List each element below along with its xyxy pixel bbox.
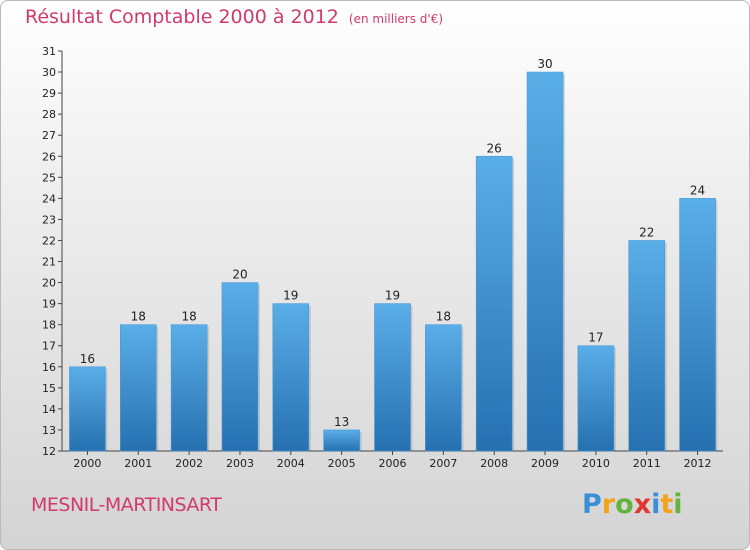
bar-2005	[323, 429, 360, 452]
logo-letter: x	[633, 489, 652, 520]
bars-group: 16 18 18 20 19 13 19 18 26 30 17 22 24	[69, 57, 718, 452]
x-tick-label: 2003	[226, 457, 254, 470]
x-tick-label: 2005	[328, 457, 356, 470]
x-tick-label: 2008	[480, 457, 508, 470]
logo-letter: o	[615, 489, 634, 520]
bar-2011	[628, 240, 666, 452]
bar-2001	[119, 324, 157, 452]
bar-value-label: 18	[131, 310, 146, 324]
logo-letter: i	[651, 489, 661, 520]
bar-value-label: 13	[334, 415, 349, 429]
y-tick-label: 27	[42, 129, 56, 142]
y-tick-label: 18	[42, 319, 56, 332]
y-tick-label: 30	[42, 66, 56, 79]
x-axis: 2000 2001 2002 2003 2004 2005 2006 2007 2008 2009…	[73, 451, 712, 470]
bar-2000	[69, 366, 106, 452]
y-tick-label: 26	[42, 150, 56, 163]
title-text: Résultat Comptable 2000 à 2012	[25, 6, 339, 28]
bar-value-label: 26	[487, 141, 502, 155]
commune-name: MESNIL-MARTINSART	[31, 494, 222, 516]
bar-value-label: 17	[588, 331, 603, 345]
chart-subtitle: (en milliers d'€)	[348, 12, 444, 26]
x-tick-label: 2004	[277, 457, 305, 470]
bar-value-label: 18	[181, 310, 196, 324]
y-tick-label: 21	[42, 256, 56, 269]
y-tick-label: 13	[42, 424, 56, 437]
bar-value-label: 20	[232, 268, 247, 282]
x-tick-label: 2007	[429, 457, 457, 470]
y-tick-label: 29	[42, 87, 56, 100]
y-tick-label: 19	[42, 298, 56, 311]
chart-title: Résultat Comptable 2000 à 2012 (en millie…	[25, 6, 443, 28]
y-tick-label: 28	[42, 108, 56, 121]
bar-2004	[272, 303, 310, 452]
bar-value-label: 19	[283, 289, 298, 303]
x-tick-label: 2009	[531, 457, 559, 470]
y-tick-label: 17	[42, 340, 56, 353]
bar-2009	[526, 71, 564, 452]
bar-2010	[577, 345, 615, 452]
y-tick-label: 14	[42, 403, 56, 416]
x-tick-label: 2010	[582, 457, 610, 470]
bar-value-label: 16	[80, 352, 95, 366]
bar-2006	[374, 303, 411, 452]
x-tick-label: 2002	[175, 457, 203, 470]
bar-2008	[475, 155, 513, 452]
bar-2007	[425, 324, 462, 452]
logo-letter: P	[582, 489, 602, 520]
y-tick-label: 16	[42, 361, 56, 374]
x-tick-label: 2011	[633, 457, 661, 470]
bar-2012	[679, 198, 716, 452]
proxiti-logo: Proxiti	[582, 489, 683, 520]
y-axis: 12 13 14 15 16 17 18 19 20 21 22 23 24 25 26 27 28 29 30 31	[42, 45, 62, 458]
y-tick-label: 15	[42, 382, 56, 395]
y-tick-label: 22	[42, 234, 56, 247]
bar-value-label: 19	[385, 289, 400, 303]
x-tick-label: 2000	[73, 457, 101, 470]
bar-value-label: 30	[537, 57, 552, 71]
x-tick-label: 2012	[684, 457, 712, 470]
y-tick-label: 31	[42, 45, 56, 58]
y-tick-label: 12	[42, 445, 56, 458]
bar-value-label: 22	[639, 225, 654, 239]
x-tick-label: 2001	[124, 457, 152, 470]
y-tick-label: 25	[42, 171, 56, 184]
logo-letter: t	[660, 489, 674, 520]
x-tick-label: 2006	[379, 457, 407, 470]
bar-value-label: 24	[690, 183, 705, 197]
y-tick-label: 24	[42, 192, 56, 205]
logo-letter: i	[673, 489, 683, 520]
bar-value-label: 18	[436, 310, 451, 324]
y-tick-label: 20	[42, 277, 56, 290]
bar-2003	[221, 282, 259, 452]
logo-letter: r	[601, 489, 616, 520]
bar-2002	[170, 324, 208, 452]
y-tick-label: 23	[42, 213, 56, 226]
